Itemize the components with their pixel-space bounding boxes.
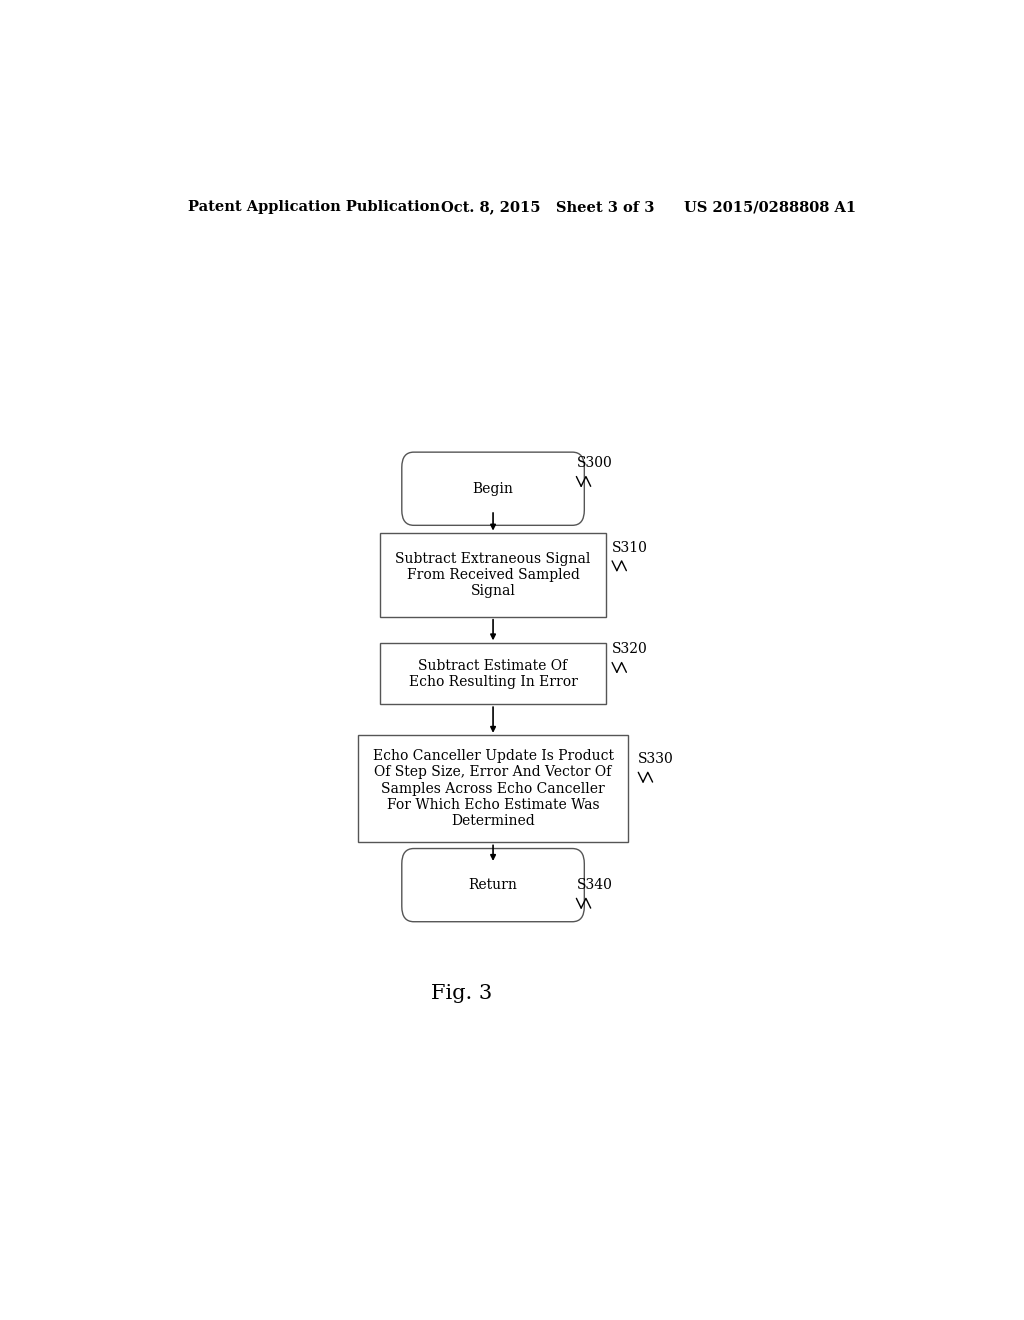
Bar bbox=[358, 735, 628, 842]
Text: Subtract Estimate Of
Echo Resulting In Error: Subtract Estimate Of Echo Resulting In E… bbox=[409, 659, 578, 689]
Text: S310: S310 bbox=[612, 541, 648, 554]
Text: Fig. 3: Fig. 3 bbox=[431, 985, 492, 1003]
Bar bbox=[380, 643, 606, 704]
Text: Subtract Extraneous Signal
From Received Sampled
Signal: Subtract Extraneous Signal From Received… bbox=[395, 552, 591, 598]
Text: Echo Canceller Update Is Product
Of Step Size, Error And Vector Of
Samples Acros: Echo Canceller Update Is Product Of Step… bbox=[373, 750, 613, 828]
FancyBboxPatch shape bbox=[401, 453, 585, 525]
Text: US 2015/0288808 A1: US 2015/0288808 A1 bbox=[684, 201, 856, 214]
Bar bbox=[380, 533, 606, 616]
Text: Oct. 8, 2015   Sheet 3 of 3: Oct. 8, 2015 Sheet 3 of 3 bbox=[441, 201, 654, 214]
Text: S320: S320 bbox=[612, 643, 648, 656]
FancyBboxPatch shape bbox=[401, 849, 585, 921]
Text: Begin: Begin bbox=[473, 482, 513, 496]
Text: Return: Return bbox=[469, 878, 517, 892]
Text: Patent Application Publication: Patent Application Publication bbox=[187, 201, 439, 214]
Text: S330: S330 bbox=[638, 752, 674, 766]
Text: S340: S340 bbox=[577, 878, 612, 892]
Text: S300: S300 bbox=[577, 457, 612, 470]
